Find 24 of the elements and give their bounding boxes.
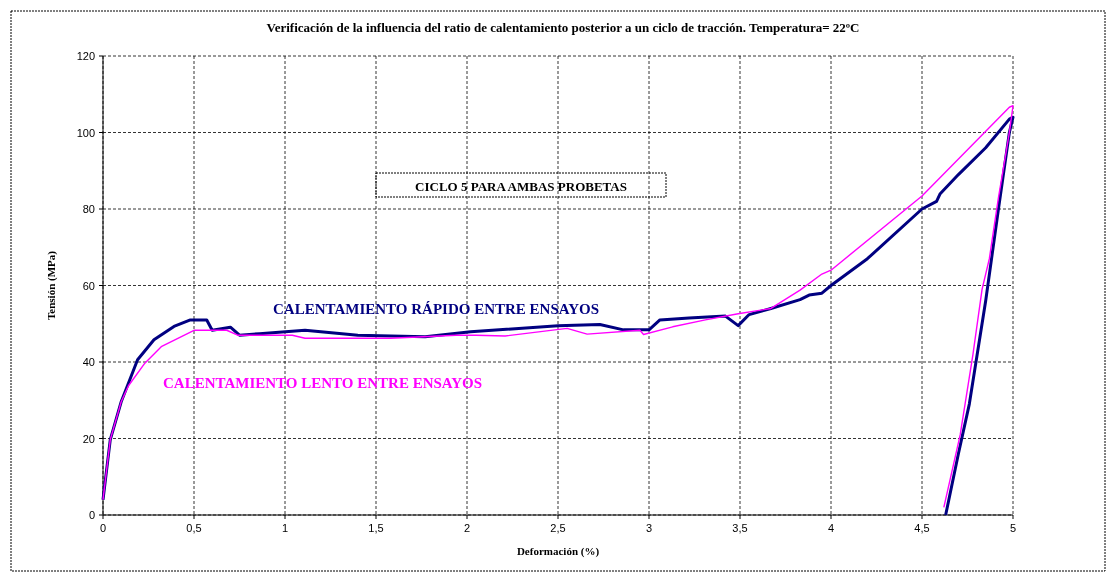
y-tick-label: 60 [82,279,95,292]
y-axis-title: Tensión (MPa) [45,250,58,320]
y-tick-label: 0 [88,509,95,521]
x-tick-label: 1 [281,522,289,534]
series-label: CALENTAMIENTO RÁPIDO ENTRE ENSAYOS [273,301,600,317]
x-tick-label: 2 [463,522,471,534]
x-tick-label: 4,5 [914,522,930,534]
chart-title: Verificación de la influencia del ratio de calentamiento posterior a un ciclo de tracción. Temperatura= 22ºC [266,20,860,35]
annotation: CICLO 5 PARA AMBAS PROBETAS [415,179,627,194]
x-tick-label: 1,5 [368,522,384,534]
x-tick-label: 3,5 [732,522,748,534]
x-axis-title: Deformación (%) [516,545,600,558]
x-tick-label: 2,5 [550,522,566,534]
y-tick-label: 20 [82,432,95,445]
x-tick-label: 0,5 [186,522,202,534]
x-tick-label: 4 [827,522,835,534]
x-tick-label: 3 [645,522,653,534]
y-tick-label: 100 [76,126,95,139]
x-tick-label: 5 [1009,522,1017,534]
x-tick-label: 0 [99,522,107,534]
series-label: CALENTAMIENTO LENTO ENTRE ENSAYOS [163,375,483,391]
y-tick-label: 80 [82,203,95,215]
y-tick-label: 120 [76,50,95,62]
y-tick-label: 40 [82,356,95,368]
